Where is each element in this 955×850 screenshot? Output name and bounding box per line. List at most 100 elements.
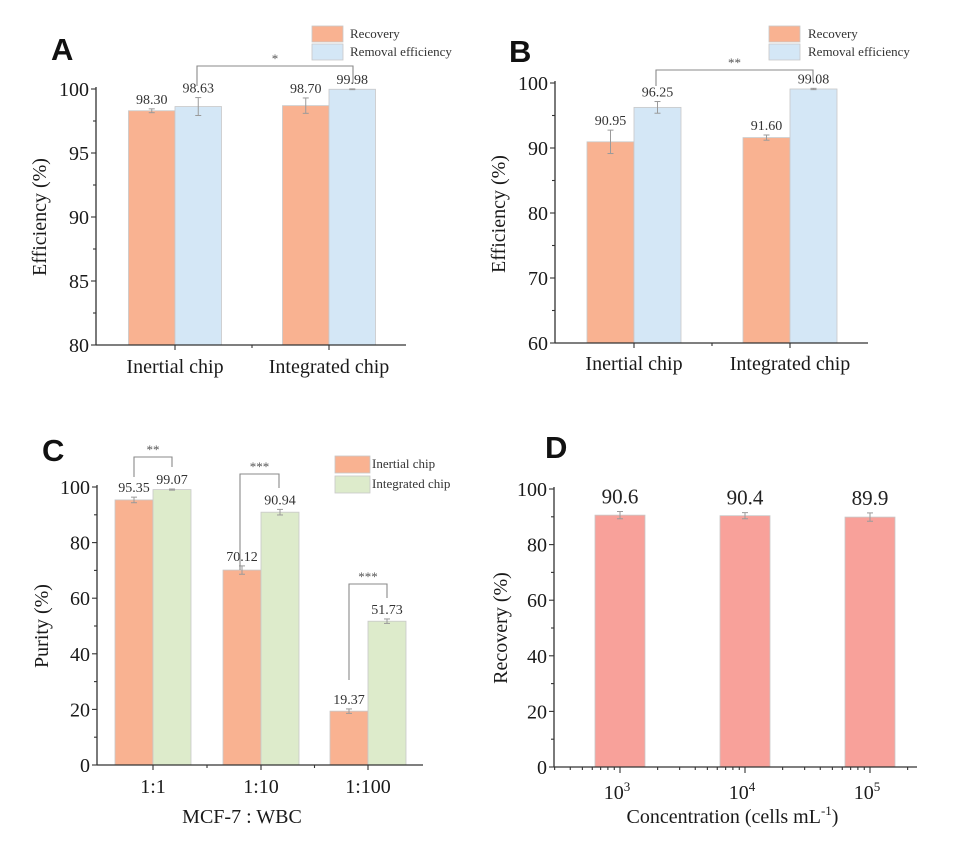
- significance-bracket: [655, 69, 814, 86]
- significance-mark: ***: [250, 459, 270, 474]
- significance-mark: **: [728, 55, 741, 70]
- y-tick-label: 80: [69, 335, 89, 357]
- y-tick-label: 100: [517, 479, 547, 501]
- legend-swatch: [311, 43, 344, 61]
- x-tick-label: 104: [729, 779, 756, 804]
- bar: [128, 110, 176, 346]
- bar: [114, 499, 154, 766]
- y-tick-label: 95: [69, 143, 89, 165]
- significance-bracket: [239, 473, 280, 570]
- legend-swatch: [768, 43, 801, 61]
- y-tick-label: 80: [528, 203, 548, 225]
- x-tick-label: 105: [854, 779, 881, 804]
- data-label: 95.35: [118, 481, 150, 496]
- data-label: 96.25: [642, 86, 674, 101]
- x-tick-label: Inertial chip: [126, 356, 223, 378]
- y-tick-label: 20: [70, 699, 90, 721]
- bar: [222, 569, 262, 766]
- panel-a: A 98.30 98.63 98.70 99.98 80 85 90 95 100 Inertial…: [29, 25, 452, 378]
- y-tick-label: 90: [69, 207, 89, 229]
- x-tick-label: Inertial chip: [585, 353, 682, 375]
- panel-b: B90.9596.2591.6099.0860708090100Inertial…: [488, 25, 910, 375]
- y-axis-title: Purity (%): [31, 584, 53, 668]
- x-tick-label: 103: [604, 779, 631, 804]
- y-tick-label: 0: [80, 755, 90, 777]
- y-tick-label: 60: [527, 590, 547, 612]
- legend-swatch: [311, 25, 344, 43]
- bar: [152, 489, 192, 766]
- bar: [633, 106, 682, 344]
- data-label: 90.94: [264, 493, 296, 508]
- bar: [742, 137, 791, 344]
- x-tick-label: 1:10: [243, 776, 279, 798]
- y-tick-label: 20: [527, 701, 547, 723]
- significance-mark: ***: [358, 569, 378, 584]
- data-label: 90.6: [602, 485, 639, 509]
- panel-label: A: [51, 32, 73, 67]
- panel-label: B: [509, 34, 531, 69]
- y-tick-label: 70: [528, 268, 548, 290]
- panel-c: C 95.35 99.07 70.12 90.94 19.37 51.73 0 20 40 60 80…: [31, 433, 450, 828]
- bar: [586, 141, 635, 344]
- bar: [282, 105, 330, 346]
- y-axis-title: Efficiency (%): [488, 155, 510, 273]
- bar: [594, 514, 646, 768]
- y-tick-label: 100: [518, 73, 548, 95]
- legend-swatch: [768, 25, 801, 43]
- legend-label: Removal efficiency: [350, 44, 452, 59]
- data-label: 70.12: [226, 550, 258, 565]
- bar: [789, 88, 838, 344]
- y-tick-label: 90: [528, 138, 548, 160]
- bar: [328, 88, 376, 346]
- significance-bracket: [133, 456, 173, 477]
- bar: [174, 106, 222, 346]
- significance-bracket: [348, 583, 388, 680]
- data-label: 19.37: [333, 693, 365, 708]
- y-tick-label: 0: [537, 757, 547, 779]
- x-tick-label: Integrated chip: [730, 353, 851, 375]
- legend-swatch: [334, 455, 371, 474]
- y-tick-label: 80: [70, 533, 90, 555]
- y-tick-label: 100: [60, 477, 90, 499]
- y-tick-label: 85: [69, 271, 89, 293]
- y-axis-title: Recovery (%): [490, 572, 512, 684]
- bar: [329, 710, 369, 766]
- y-tick-label: 60: [528, 333, 548, 355]
- legend-label: Inertial chip: [372, 456, 435, 471]
- significance-bracket: [196, 65, 354, 86]
- y-tick-label: 100: [59, 79, 89, 101]
- data-label: 90.4: [727, 486, 764, 510]
- y-tick-label: 40: [527, 646, 547, 668]
- panel-label: C: [42, 433, 64, 468]
- data-label: 51.73: [371, 603, 403, 618]
- y-tick-label: 40: [70, 644, 90, 666]
- x-axis-title: Concentration (cells mL-1): [627, 803, 839, 828]
- x-tick-label: 1:1: [140, 776, 166, 798]
- data-label: 89.9: [852, 486, 889, 510]
- data-label: 90.95: [595, 114, 627, 129]
- legend-label: Recovery: [808, 26, 858, 41]
- y-tick-label: 80: [527, 535, 547, 557]
- data-label: 98.70: [290, 82, 322, 97]
- legend-label: Recovery: [350, 26, 400, 41]
- x-tick-label: Integrated chip: [269, 356, 390, 378]
- data-label: 99.98: [337, 73, 369, 88]
- data-label: 98.30: [136, 93, 168, 108]
- bar: [844, 516, 896, 768]
- legend-label: Integrated chip: [372, 476, 450, 491]
- bar: [260, 511, 300, 766]
- significance-mark: *: [272, 51, 279, 66]
- panel-d: D 90.6 90.4 89.9 0 20 40 60 80 100 103 104 105 Recove…: [490, 430, 917, 828]
- bar: [367, 620, 407, 766]
- legend-swatch: [334, 475, 371, 494]
- y-tick-label: 60: [70, 588, 90, 610]
- x-tick-label: 1:100: [345, 776, 391, 798]
- legend-label: Removal efficiency: [808, 44, 910, 59]
- data-label: 91.60: [751, 119, 783, 134]
- data-label: 98.63: [183, 82, 215, 97]
- data-label: 99.07: [156, 473, 188, 488]
- panel-label: D: [545, 430, 567, 465]
- significance-mark: **: [147, 442, 160, 457]
- y-axis-title: Efficiency (%): [29, 158, 51, 276]
